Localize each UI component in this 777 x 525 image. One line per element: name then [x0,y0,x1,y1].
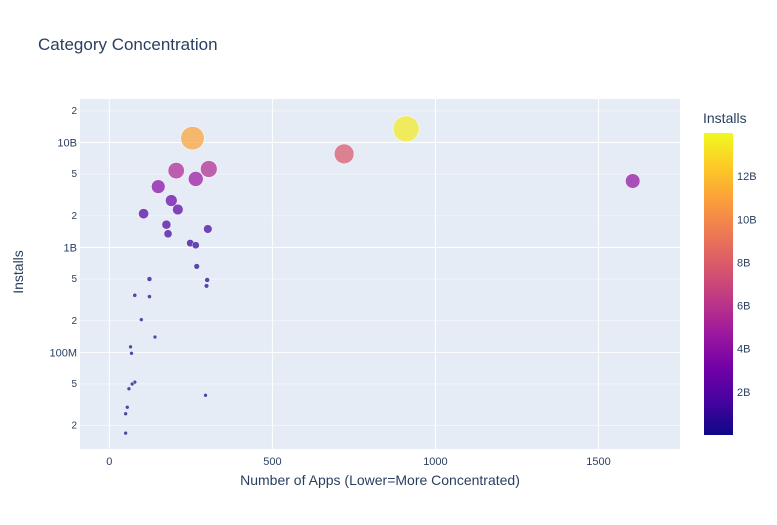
data-point [165,194,178,207]
data-point [125,404,130,410]
colorbar-tick-label: 8B [737,257,750,269]
colorbar-tick-label: 12B [737,171,757,183]
data-point [172,203,184,216]
y-axis-ticks: 100M 1B 10B 2 5 2 5 2 5 2 [49,106,77,432]
x-axis-title: Number of Apps (Lower=More Concentrated) [240,472,520,488]
x-tick-label: 1500 [586,456,610,468]
data-point [203,283,210,289]
gridlines [80,99,680,449]
data-point [123,430,128,436]
x-axis-ticks: 0 500 1000 1500 [106,456,610,468]
chart-title: Category Concentration [38,35,218,54]
y-minor-tick-label: 5 [71,379,77,390]
y-minor-tick-label: 2 [71,316,77,327]
y-minor-tick-label: 5 [71,169,77,180]
x-tick-label: 1000 [423,456,447,468]
data-points [123,115,641,436]
data-point [180,126,205,151]
data-point [146,276,153,282]
data-point [139,317,144,322]
data-point [128,344,133,350]
y-tick-label: 100M [49,347,77,359]
data-point [129,381,135,387]
data-point [203,224,213,234]
data-point [161,219,172,230]
data-point [203,393,208,398]
colorbar-tick-label: 2B [737,387,750,399]
plot-area [80,99,680,449]
y-minor-tick-label: 2 [71,106,77,117]
data-point [392,115,420,143]
data-point [126,386,132,392]
data-point [132,292,138,298]
x-tick-label: 500 [263,456,281,468]
y-minor-tick-label: 2 [71,421,77,432]
data-point [188,171,204,187]
data-point [167,162,185,180]
data-point [152,334,158,340]
data-point [625,173,641,189]
data-point [200,160,218,178]
colorbar-ticks: 2B 4B 6B 8B 10B 12B [737,171,757,399]
data-point [123,411,128,417]
y-tick-label: 1B [64,242,77,254]
colorbar [704,133,733,435]
colorbar-tick-label: 6B [737,301,750,313]
y-axis-title: Installs [10,250,26,294]
data-point [191,241,200,250]
data-point [204,277,210,283]
y-minor-tick-label: 5 [71,274,77,285]
y-minor-tick-label: 2 [71,211,77,222]
y-tick-label: 10B [57,138,77,150]
data-point [129,351,134,356]
data-point [193,263,200,270]
data-point [163,229,173,239]
data-point [151,179,166,194]
colorbar-tick-label: 10B [737,214,757,226]
colorbar-title: Installs [703,110,747,126]
colorbar-tick-label: 4B [737,344,750,356]
data-point [147,294,152,299]
data-point [333,143,355,164]
x-tick-label: 0 [106,456,112,468]
data-point [138,208,149,220]
